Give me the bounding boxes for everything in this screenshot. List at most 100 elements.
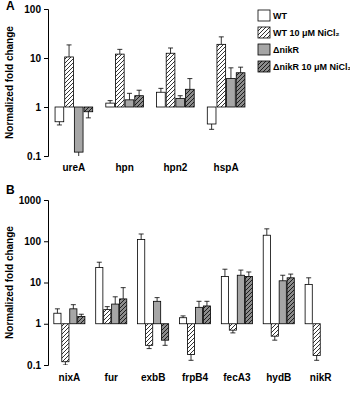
y-tick-label: 100 xyxy=(24,4,41,15)
bar xyxy=(237,275,244,324)
y-tick-label: 0.1 xyxy=(27,360,41,371)
y-tick-label: 1 xyxy=(35,102,41,113)
error-bar xyxy=(76,152,81,156)
bar xyxy=(195,307,202,323)
error-bar xyxy=(288,274,293,278)
x-tick-label: nixA xyxy=(59,372,81,383)
bar xyxy=(179,318,186,324)
bar xyxy=(187,324,194,355)
bar xyxy=(279,281,286,324)
y-tick: 0.1 xyxy=(27,151,48,162)
legend-swatch xyxy=(258,44,270,55)
y-tick-label: 0.1 xyxy=(27,151,41,162)
y-tick: 1 xyxy=(35,102,48,113)
x-tick-label: hydB xyxy=(266,372,291,383)
error-bar xyxy=(97,262,102,267)
error-bar xyxy=(209,124,214,129)
x-tick-label: nikR xyxy=(310,372,332,383)
bar xyxy=(104,310,111,324)
bar xyxy=(125,100,134,107)
legend: WT WT 10 μM NiCl₂ ΔnikR ΔnikR 10 μM NiCl₂ xyxy=(258,10,350,72)
error-bar xyxy=(280,275,285,281)
y-tick: 100 xyxy=(24,236,48,247)
bar xyxy=(305,284,312,323)
bar xyxy=(55,107,64,122)
bar xyxy=(217,44,226,107)
x-tick-label: hspA xyxy=(214,162,239,173)
bar xyxy=(70,309,77,324)
y-tick: 1 xyxy=(35,318,48,329)
error-bar xyxy=(55,309,60,313)
bar xyxy=(154,301,161,323)
y-axis: 0.1 1 10 100 xyxy=(24,4,48,162)
error-bar xyxy=(127,93,132,99)
y-axis-title: Normalized fold change xyxy=(4,26,15,139)
error-bar xyxy=(196,301,201,307)
error-bar xyxy=(155,298,160,302)
legend-label: WT 10 μM NiCl₂ xyxy=(273,28,340,38)
x-tick-label: ureA xyxy=(62,162,85,173)
y-axis-title: Normalized fold change xyxy=(4,226,15,339)
bar xyxy=(65,57,74,107)
y-tick-mark xyxy=(44,9,48,10)
bar xyxy=(138,240,145,324)
x-tick-label: hpn2 xyxy=(163,162,187,173)
bar xyxy=(120,299,127,324)
bar xyxy=(263,235,270,324)
y-axis-line xyxy=(44,10,49,157)
error-bar xyxy=(314,355,319,360)
error-bar xyxy=(189,354,194,360)
error-bar xyxy=(178,96,183,99)
error-bar xyxy=(204,301,209,306)
legend-item: ΔnikR 10 μM NiCl₂ xyxy=(258,61,350,72)
error-bar xyxy=(230,330,235,333)
bar xyxy=(203,306,210,324)
error-bar xyxy=(222,269,227,276)
error-bar xyxy=(137,90,142,95)
legend-item: ΔnikR xyxy=(258,44,299,55)
x-tick-label: fecA3 xyxy=(223,372,251,383)
x-tick: nixA xyxy=(59,372,81,383)
legend-item: WT 10 μM NiCl₂ xyxy=(258,27,340,38)
y-tick-mark xyxy=(44,200,48,201)
x-tick-label: exbB xyxy=(141,372,165,383)
y-tick-mark xyxy=(44,58,48,59)
y-tick-mark xyxy=(44,283,48,284)
x-tick-label: frpB4 xyxy=(182,372,209,383)
error-bar xyxy=(79,314,84,316)
bar xyxy=(62,324,69,362)
legend-swatch xyxy=(258,61,270,72)
error-bar xyxy=(147,345,152,348)
y-tick: 1000 xyxy=(19,195,48,206)
bar xyxy=(221,276,228,323)
x-tick: hpn xyxy=(115,162,133,173)
y-tick-label: 1 xyxy=(35,318,41,329)
bar xyxy=(236,73,245,107)
panel: 0.1 1 10 100 ureA hpn hpn2 hspA A Normalized fold… xyxy=(4,0,350,173)
title: A xyxy=(6,0,15,13)
error-bar xyxy=(158,88,163,92)
x-tick-label: fur xyxy=(105,372,118,383)
x-tick: hydB xyxy=(266,372,291,383)
x-tick: fur xyxy=(105,372,118,383)
error-bar xyxy=(238,67,243,73)
error-bar xyxy=(67,45,72,57)
error-bar xyxy=(238,270,243,275)
error-bar xyxy=(272,336,277,340)
error-bar xyxy=(139,234,144,240)
bar xyxy=(78,316,85,323)
y-axis-line xyxy=(44,201,49,366)
bar xyxy=(96,268,103,324)
x-tick: ureA xyxy=(62,162,85,173)
bar xyxy=(186,89,195,107)
x-tick: hpn2 xyxy=(163,162,187,173)
error-bar xyxy=(181,316,186,318)
bar xyxy=(146,324,153,346)
bar xyxy=(207,107,216,124)
x-tick: frpB4 xyxy=(182,372,209,383)
bar xyxy=(112,304,119,324)
legend-label: WT xyxy=(273,11,287,21)
error-bar xyxy=(187,79,192,90)
plot-area xyxy=(55,37,245,156)
y-tick-label: 10 xyxy=(30,53,42,64)
